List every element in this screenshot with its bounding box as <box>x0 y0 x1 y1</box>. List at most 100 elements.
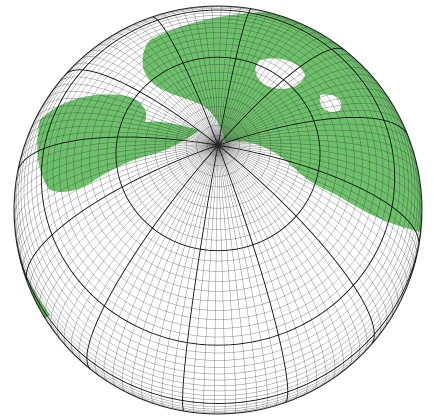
grid-line <box>17 145 219 251</box>
grid-line <box>185 115 251 177</box>
grid-line <box>217 7 242 146</box>
grid-line <box>88 50 219 146</box>
grid-line <box>35 105 219 146</box>
grid-line <box>217 144 420 247</box>
grid-line <box>217 67 369 146</box>
grid-line <box>217 31 319 146</box>
grid-line <box>34 145 219 304</box>
grid-line <box>57 145 219 340</box>
grid-line <box>217 103 400 146</box>
grid-line <box>217 145 289 404</box>
land <box>23 270 50 318</box>
grid-line <box>217 145 278 406</box>
grid-line <box>20 43 416 381</box>
grid-line <box>45 91 219 146</box>
grid-line <box>217 42 337 146</box>
grid-line <box>191 7 219 146</box>
grid-line <box>106 50 330 262</box>
grid-line <box>211 6 219 146</box>
grid-line <box>217 145 382 337</box>
grid-line <box>72 62 219 146</box>
grid-line <box>181 9 219 146</box>
grid-line <box>16 110 420 392</box>
grid-line <box>144 80 292 220</box>
grid-line <box>217 145 399 309</box>
grid-line <box>125 64 311 241</box>
grid-line <box>86 145 219 370</box>
grid-line <box>217 145 318 391</box>
grid-line <box>217 6 232 146</box>
grid-line <box>65 69 219 146</box>
grid-line <box>217 60 361 146</box>
grid-line <box>175 106 261 188</box>
grid-line <box>14 210 422 404</box>
grid-line <box>217 54 354 146</box>
grid-line <box>26 119 219 146</box>
grid-line <box>217 6 222 146</box>
grid-line <box>196 125 240 166</box>
grid-line <box>217 8 252 146</box>
grid-line <box>217 145 360 361</box>
grid-line <box>39 98 219 146</box>
grid-line <box>89 37 347 282</box>
grid-line <box>217 145 394 319</box>
grid-line <box>15 140 219 184</box>
grid-line <box>217 135 418 169</box>
grid-line <box>141 145 219 401</box>
grid-line <box>165 97 271 198</box>
grid-line <box>30 145 219 293</box>
grid-line <box>217 142 422 191</box>
grid-line <box>22 145 219 273</box>
grid-line <box>52 15 384 329</box>
grid-line <box>46 12 390 338</box>
grid-line <box>217 145 352 368</box>
grid-line <box>217 145 421 236</box>
grid-line <box>44 145 219 323</box>
grid-line <box>81 32 355 292</box>
grid-line <box>201 6 219 146</box>
grid-line <box>217 47 345 146</box>
grid-line <box>217 145 344 374</box>
grid-line <box>217 110 405 146</box>
grid-line <box>78 145 219 363</box>
grid-line <box>97 43 339 272</box>
grid-line <box>19 145 219 262</box>
grid-line <box>217 144 422 203</box>
grid-line <box>161 145 219 407</box>
grid-line <box>71 145 219 356</box>
grid-line <box>217 145 327 386</box>
grid-line <box>154 88 282 209</box>
grid-line <box>112 145 219 388</box>
grid-line <box>122 145 219 393</box>
grid-line <box>14 145 219 206</box>
grid-line <box>217 36 328 146</box>
grid-line <box>217 145 308 396</box>
grid-line <box>217 145 415 269</box>
grid-line <box>14 145 219 228</box>
grid-line <box>217 139 420 180</box>
grid-line <box>103 145 219 382</box>
sphere-outline <box>13 5 423 415</box>
grid-line <box>131 145 219 397</box>
grid-line <box>15 145 219 240</box>
grid-line <box>105 38 219 146</box>
grid-line <box>59 18 377 320</box>
grid-line <box>134 72 302 230</box>
grid-line <box>95 145 219 376</box>
grid-line <box>217 145 417 258</box>
grid-line <box>14 143 422 396</box>
grid-line <box>151 145 219 405</box>
grid-line <box>14 143 219 195</box>
grid-line <box>217 129 416 158</box>
grid-line <box>217 95 394 146</box>
grid-line <box>217 145 408 290</box>
grid-line <box>18 77 418 386</box>
grid-line <box>123 28 219 146</box>
grid-line <box>132 24 219 146</box>
grid-line <box>217 145 298 400</box>
grid-line <box>114 33 219 146</box>
grid-line <box>30 112 219 146</box>
grid-line <box>40 9 396 346</box>
